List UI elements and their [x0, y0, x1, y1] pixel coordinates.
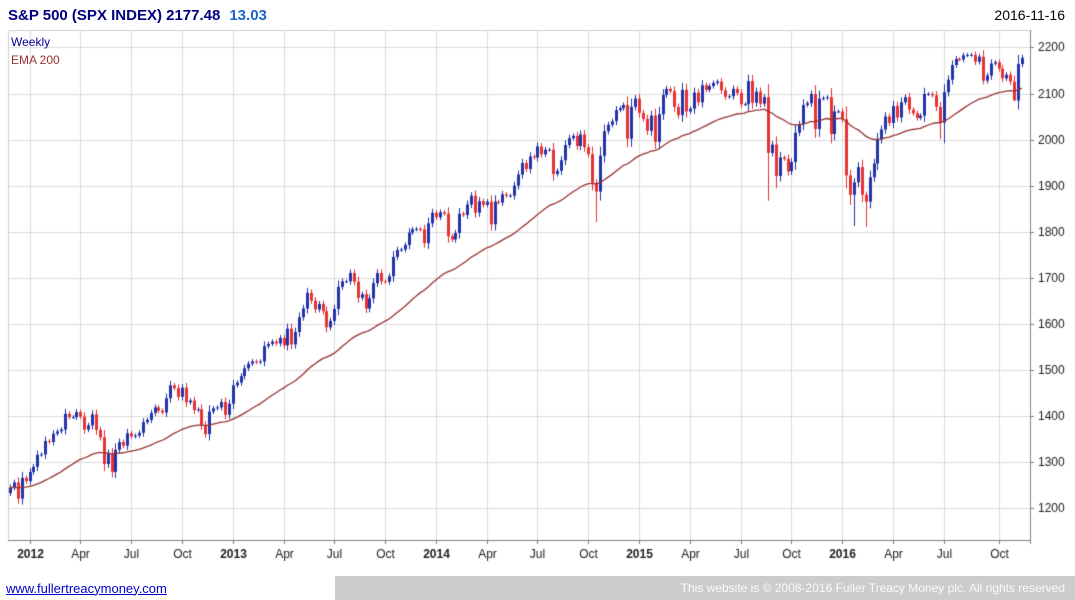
title-block: S&P 500 (SPX INDEX) 2177.48 13.03 [8, 7, 267, 24]
copyright-text: This website is © 2008-2016 Fuller Treac… [680, 581, 1065, 595]
footer-left: www.fullertreacymoney.com [0, 576, 335, 600]
footer: www.fullertreacymoney.com This website i… [0, 576, 1075, 600]
footer-copyright-bar: This website is © 2008-2016 Fuller Treac… [335, 576, 1075, 600]
legend-ema-label: EMA 200 [11, 53, 60, 67]
chart-area: Weekly EMA 200 [0, 28, 1075, 576]
price-change: 13.03 [229, 6, 267, 24]
chart-legend: Weekly EMA 200 [11, 33, 60, 69]
chart-header: S&P 500 (SPX INDEX) 2177.48 13.03 2016-1… [0, 0, 1075, 28]
site-link[interactable]: www.fullertreacymoney.com [6, 580, 167, 596]
legend-frequency-label: Weekly [11, 35, 51, 49]
price-chart-canvas[interactable] [0, 28, 1075, 576]
instrument-title: S&P 500 (SPX INDEX) 2177.48 [8, 6, 221, 24]
chart-date: 2016-11-16 [994, 7, 1065, 23]
